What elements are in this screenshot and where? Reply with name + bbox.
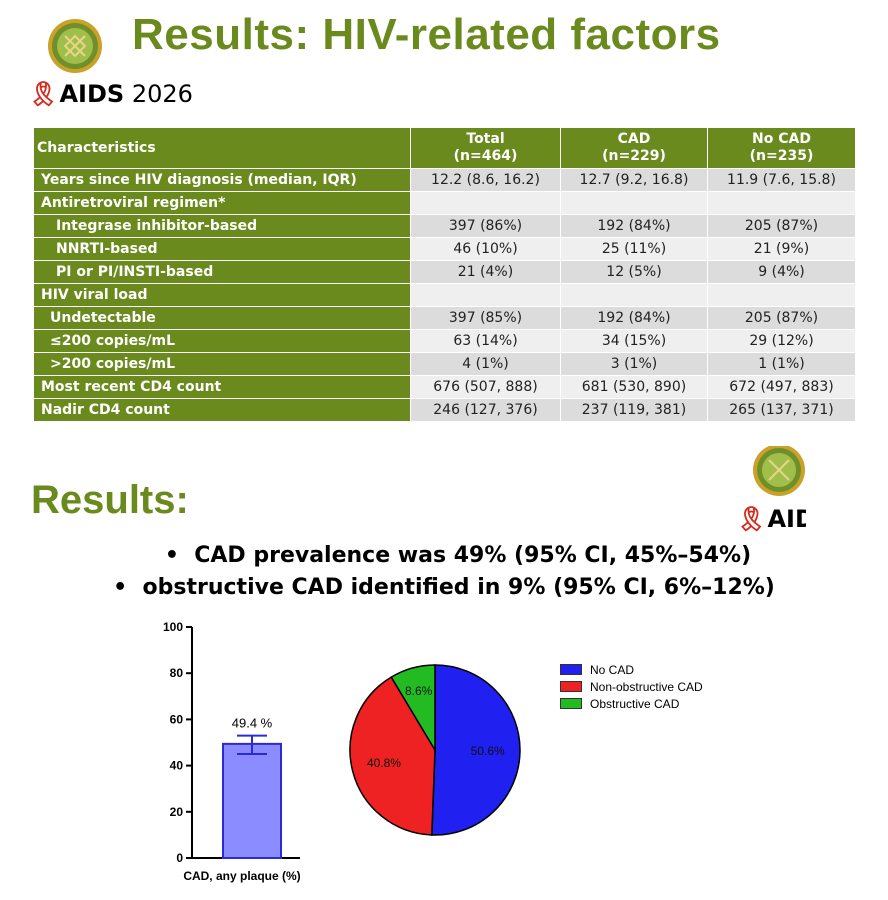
- legend-swatch: [560, 681, 582, 692]
- table-cell: 246 (127, 376): [410, 398, 561, 422]
- table-cell: 29 (12%): [707, 329, 856, 353]
- header-total: Total (n=464): [410, 127, 561, 169]
- table-cell: 265 (137, 371): [707, 398, 856, 422]
- row-label: HIV viral load: [33, 283, 411, 307]
- table-cell: [410, 283, 561, 307]
- results-title: Results:: [31, 478, 189, 522]
- table-row: ≤200 copies/mL 63 (14%) 34 (15%) 29 (12%): [33, 329, 856, 353]
- row-label: Nadir CD4 count: [33, 398, 411, 422]
- y-tick-label: 40: [170, 759, 184, 773]
- table-row: Integrase inhibitor-based 397 (86%) 192 (8…: [33, 214, 856, 238]
- table-cell: 9 (4%): [707, 260, 856, 284]
- legend-label: Non-obstructive CAD: [590, 679, 703, 694]
- table-cell: 21 (4%): [410, 260, 561, 284]
- table-row: PI or PI/INSTI-based 21 (4%) 12 (5%) 9 (4%): [33, 260, 856, 284]
- table-row: Nadir CD4 count 246 (127, 376) 237 (119, 3…: [33, 398, 856, 422]
- table-row: Antiretroviral regimen*: [33, 191, 856, 215]
- x-category-label: CAD, any plaque (%): [183, 869, 300, 883]
- row-label: Integrase inhibitor-based: [33, 214, 411, 238]
- table-cell: 25 (11%): [560, 237, 708, 261]
- legend-item: Obstructive CAD: [560, 695, 703, 712]
- table-row: Years since HIV diagnosis (median, IQR) 1…: [33, 168, 856, 192]
- slide-title: Results: HIV-related factors: [132, 10, 721, 59]
- y-tick-label: 0: [176, 851, 183, 865]
- row-label: ≤200 copies/mL: [33, 329, 411, 353]
- table-row: NNRTI-based 46 (10%) 25 (11%) 21 (9%): [33, 237, 856, 261]
- pie-slice-no-cad: [431, 664, 521, 836]
- conference-seal-logo: [48, 19, 102, 73]
- header-no-cad: No CAD (n=235): [707, 127, 856, 169]
- table-cell: 34 (15%): [560, 329, 708, 353]
- row-label: Undetectable: [33, 306, 411, 330]
- table-cell: 397 (86%): [410, 214, 561, 238]
- legend-label: Obstructive CAD: [590, 696, 680, 711]
- legend-swatch: [560, 698, 582, 709]
- table-cell: 676 (507, 888): [410, 375, 561, 399]
- table-row: Undetectable 397 (85%) 192 (84%) 205 (87%): [33, 306, 856, 330]
- aids-logo-partial: 🎗AIDS: [736, 505, 806, 533]
- table-cell: 205 (87%): [707, 214, 856, 238]
- pie-legend: No CAD Non-obstructive CAD Obstructive CAD: [560, 661, 703, 712]
- bullet-cad-prevalence: • CAD prevalence was 49% (95% CI, 45%–54…: [164, 543, 752, 568]
- red-ribbon-icon: 🎗: [28, 80, 59, 108]
- row-label: Antiretroviral regimen*: [33, 191, 411, 215]
- table-header-row: Characteristics Total (n=464) CAD (n=229) …: [33, 127, 856, 169]
- bar-data-label: 49.4 %: [232, 716, 273, 731]
- table-cell: 192 (84%): [560, 214, 708, 238]
- row-label: >200 copies/mL: [33, 352, 411, 376]
- bar-cad-any-plaque: [222, 742, 282, 859]
- table-cell: 12 (5%): [560, 260, 708, 284]
- table-cell: 4 (1%): [410, 352, 561, 376]
- table-cell: [560, 191, 708, 215]
- aids-2026-logo: 🎗AIDS 2026: [28, 80, 193, 108]
- row-label: Years since HIV diagnosis (median, IQR): [33, 168, 411, 192]
- table-cell: 205 (87%): [707, 306, 856, 330]
- table-cell: [560, 283, 708, 307]
- table-row: HIV viral load: [33, 283, 856, 307]
- legend-item: No CAD: [560, 661, 703, 678]
- table-cell: 672 (497, 883): [707, 375, 856, 399]
- row-label: NNRTI-based: [33, 237, 411, 261]
- header-characteristics: Characteristics: [33, 127, 411, 169]
- table-cell: 12.2 (8.6, 16.2): [410, 168, 561, 192]
- table-row: Most recent CD4 count 676 (507, 888) 681 (…: [33, 375, 856, 399]
- table-cell: 397 (85%): [410, 306, 561, 330]
- y-tick-label: 100: [163, 620, 183, 634]
- row-label: PI or PI/INSTI-based: [33, 260, 411, 284]
- table-cell: 46 (10%): [410, 237, 561, 261]
- table-cell: 192 (84%): [560, 306, 708, 330]
- pie-data-label: 40.8%: [367, 756, 401, 770]
- key-findings: • CAD prevalence was 49% (95% CI, 45%–54…: [0, 540, 888, 604]
- table-cell: 12.7 (9.2, 16.8): [560, 168, 708, 192]
- y-tick-label: 80: [170, 666, 184, 680]
- table-cell: 237 (119, 381): [560, 398, 708, 422]
- table-cell: 11.9 (7.6, 15.8): [707, 168, 856, 192]
- table-cell: 63 (14%): [410, 329, 561, 353]
- legend-swatch: [560, 664, 582, 675]
- pie-data-label: 50.6%: [471, 744, 505, 758]
- table-row: >200 copies/mL 4 (1%) 3 (1%) 1 (1%): [33, 352, 856, 376]
- table-cell: 21 (9%): [707, 237, 856, 261]
- legend-label: No CAD: [590, 662, 635, 677]
- pie-data-label: 8.6%: [405, 684, 433, 698]
- cad-pie-chart: 50.6% 40.8% 8.6%: [349, 664, 521, 836]
- table-cell: [410, 191, 561, 215]
- pie-slice-non-obstructive-cad: [349, 676, 436, 836]
- header-cad: CAD (n=229): [560, 127, 708, 169]
- pie-slice-obstructive-cad: [390, 664, 436, 753]
- cad-bar-chart: 0 20 40 60 80 100 49.4 % CAD, any plaque (%): [163, 620, 301, 883]
- bullet-obstructive-cad: • obstructive CAD identified in 9% (95% …: [113, 575, 775, 600]
- table-cell: [707, 283, 856, 307]
- y-tick-label: 20: [170, 805, 184, 819]
- hiv-factors-table: Characteristics Total (n=464) CAD (n=229) …: [33, 127, 856, 422]
- red-ribbon-icon: 🎗: [736, 505, 767, 533]
- table-cell: 681 (530, 890): [560, 375, 708, 399]
- table-cell: 3 (1%): [560, 352, 708, 376]
- conference-seal-logo-2: [753, 446, 805, 496]
- legend-item: Non-obstructive CAD: [560, 678, 703, 695]
- table-cell: [707, 191, 856, 215]
- table-cell: 1 (1%): [707, 352, 856, 376]
- y-tick-label: 60: [170, 712, 184, 726]
- row-label: Most recent CD4 count: [33, 375, 411, 399]
